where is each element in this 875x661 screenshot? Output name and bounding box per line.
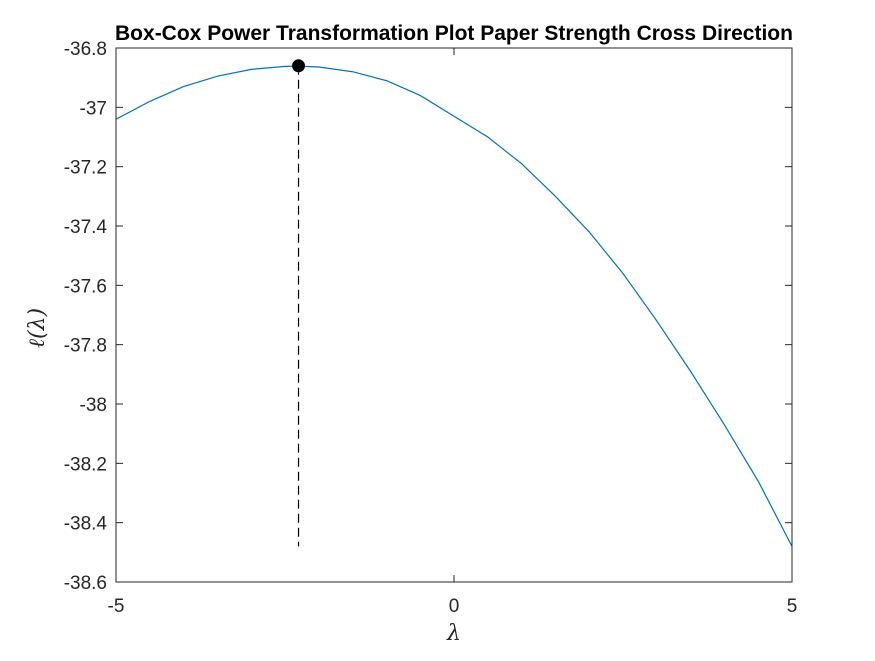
- series-line-0: [115, 65, 793, 547]
- y-tick-label: -37: [80, 98, 107, 119]
- axes: -38.6 -38.4 -38.2 -38 -37.8 -37.6 -37.4 -37.2 -3…: [64, 39, 798, 617]
- y-tick-label: -38.6: [64, 573, 107, 594]
- chart-title: Box-Cox Power Transformation Plot Paper …: [115, 22, 793, 45]
- y-tick-label: -37.8: [64, 336, 107, 357]
- x-tick-label: 5: [787, 596, 798, 617]
- x-tick-label: -5: [108, 596, 125, 617]
- optimum-point: [292, 59, 306, 73]
- y-tick-label: -37.6: [64, 276, 107, 297]
- x-tick-label: 0: [449, 596, 460, 617]
- plot-area: [115, 59, 793, 547]
- y-tick-label: -37.2: [64, 158, 107, 179]
- x-axis-label: λ: [446, 621, 461, 646]
- y-tick-label: -38: [80, 395, 107, 416]
- y-tick-label: -38.4: [64, 514, 108, 535]
- y-axis-label: ℓ(λ): [25, 308, 50, 348]
- y-tick-label: -38.2: [64, 454, 107, 475]
- y-tick-label: -37.4: [64, 217, 108, 238]
- y-tick-label: -36.8: [64, 39, 107, 60]
